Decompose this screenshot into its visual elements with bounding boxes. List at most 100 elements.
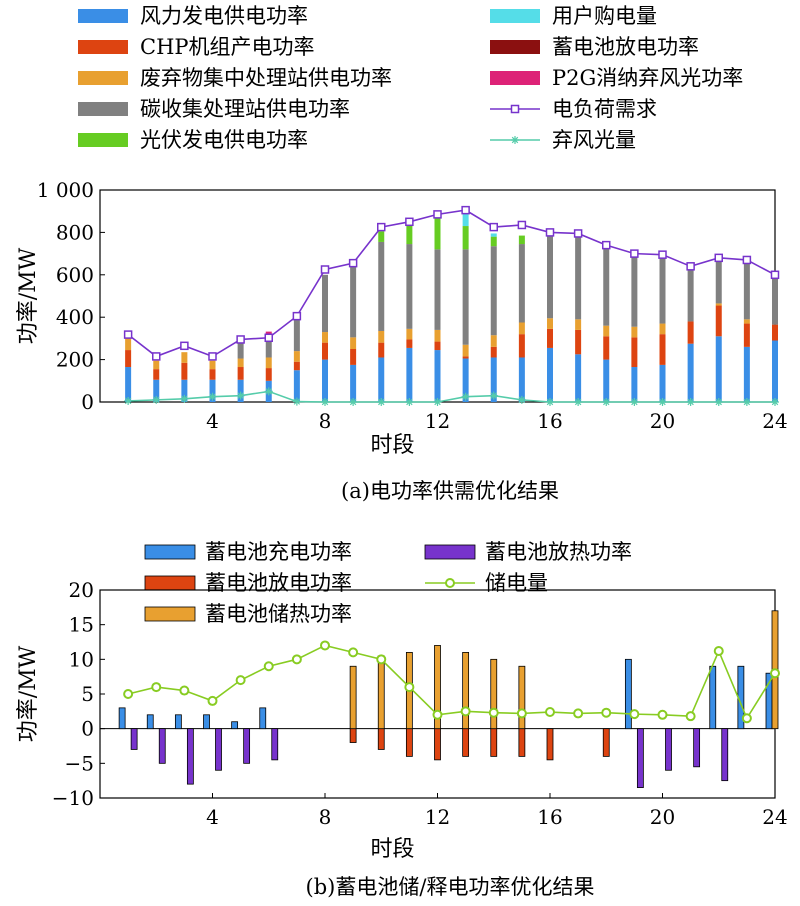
y-axis-label-a: 功率/MW <box>16 247 41 344</box>
bar-segment-a <box>547 328 553 348</box>
bar-segment-a <box>687 268 694 322</box>
legend-label-a: 废弃物集中处理站供电功率 <box>140 66 392 90</box>
line-point-a <box>124 396 133 405</box>
line-point-a <box>433 398 442 406</box>
bar-segment-a <box>462 226 469 250</box>
bar-segment-a <box>575 354 582 402</box>
line-point-a <box>152 395 161 404</box>
bar-segment-a <box>322 332 328 343</box>
bar-segment-a <box>322 359 328 402</box>
bar-b <box>434 728 441 761</box>
y-tick-label-a: 400 <box>56 305 94 329</box>
bar-segment-a <box>293 361 300 371</box>
bar-b <box>377 655 385 730</box>
bar-segment-a <box>715 303 722 306</box>
line-point-b <box>263 661 274 672</box>
bar-segment-a <box>743 323 750 347</box>
legend-label-a: P2G消纳弃风光功率 <box>552 66 743 90</box>
bar-segment-a <box>378 342 385 358</box>
bar-segment-a <box>518 357 525 402</box>
bar-segment-a <box>181 379 188 402</box>
bar-segment-a <box>462 356 469 359</box>
bar-segment-a <box>603 359 610 402</box>
bar-segment-a <box>378 231 385 242</box>
line-point-b <box>741 713 752 724</box>
bar-b <box>518 728 526 757</box>
line-point-a <box>546 398 554 406</box>
bar-segment-a <box>293 316 300 352</box>
line-point-a <box>461 205 470 215</box>
bar-segment-a <box>350 349 357 365</box>
bar-segment-a <box>490 335 497 347</box>
caption-a: (a)电功率供需优化结果 <box>341 479 559 503</box>
line-point-b <box>573 708 584 719</box>
legend-swatch-a <box>490 71 540 85</box>
y-tick-label-a: 600 <box>56 263 94 287</box>
legend-marker-b <box>445 578 455 588</box>
x-axis-label-b: 时段 <box>370 837 414 862</box>
bar-b <box>174 714 182 730</box>
bar-b <box>231 721 239 730</box>
bar-segment-a <box>406 328 413 340</box>
bar-segment-a <box>434 329 441 342</box>
bar-segment-a <box>603 325 610 337</box>
line-point-a <box>264 387 273 396</box>
caption-b: (b)蓄电池储/释电功率优化结果 <box>306 875 595 899</box>
line-point-a <box>517 395 526 404</box>
line-point-a <box>348 258 358 268</box>
x-tick-label-a: 4 <box>206 409 219 433</box>
line-point-a <box>489 391 498 400</box>
legend-swatch-a <box>78 102 128 116</box>
line-point-a <box>292 397 301 406</box>
line-point-b <box>432 709 443 720</box>
line-point-a <box>405 398 414 406</box>
line-point-a <box>208 352 217 361</box>
line-point-a <box>742 398 751 406</box>
legend-swatch-b <box>424 544 476 560</box>
legend-label-b: 储电量 <box>485 571 548 595</box>
x-tick-label-a: 20 <box>650 409 675 433</box>
bar-b <box>377 728 385 750</box>
bar-segment-a <box>153 360 160 370</box>
bar-segment-a <box>631 337 638 368</box>
bar-segment-a <box>490 236 497 247</box>
line-point-b <box>545 707 555 718</box>
bar-segment-a <box>378 241 385 331</box>
bar-b <box>693 728 701 768</box>
bar-segment-a <box>322 342 328 360</box>
line-point-b <box>235 675 246 686</box>
bar-segment-a <box>772 324 778 341</box>
line-point-a <box>123 330 133 339</box>
bar-segment-a <box>631 326 638 338</box>
legend-swatch-b <box>144 575 196 591</box>
bar-segment-a <box>265 368 272 381</box>
bar-b <box>462 652 470 730</box>
line-point-a <box>686 398 695 406</box>
bar-segment-a <box>743 319 750 324</box>
legend-swatch-a <box>78 9 128 23</box>
bar-segment-a <box>350 265 357 338</box>
bar-segment-a <box>518 334 525 358</box>
line-point-a <box>377 222 386 232</box>
bar-segment-a <box>406 347 413 402</box>
bar-segment-a <box>237 341 244 359</box>
y-tick-label-a: 1 000 <box>37 178 94 202</box>
bar-b <box>349 665 357 730</box>
bar-b <box>186 728 194 785</box>
bar-segment-a <box>631 367 638 402</box>
bar-b <box>118 707 126 730</box>
series-line-a <box>128 390 775 403</box>
line-point-a <box>517 220 527 230</box>
bar-segment-a <box>743 262 750 320</box>
bar-segment-a <box>715 305 722 337</box>
bar-segment-a <box>659 323 666 335</box>
bar-segment-a <box>125 337 132 351</box>
bar-segment-a <box>265 357 272 369</box>
line-point-b <box>320 640 330 651</box>
y-tick-label-b: 20 <box>69 578 94 602</box>
x-axis-label-a: 时段 <box>370 433 414 458</box>
line-point-a <box>180 341 189 351</box>
x-tick-label-a: 8 <box>319 409 332 433</box>
bar-segment-a <box>575 319 582 330</box>
bar-segment-a <box>406 244 413 329</box>
